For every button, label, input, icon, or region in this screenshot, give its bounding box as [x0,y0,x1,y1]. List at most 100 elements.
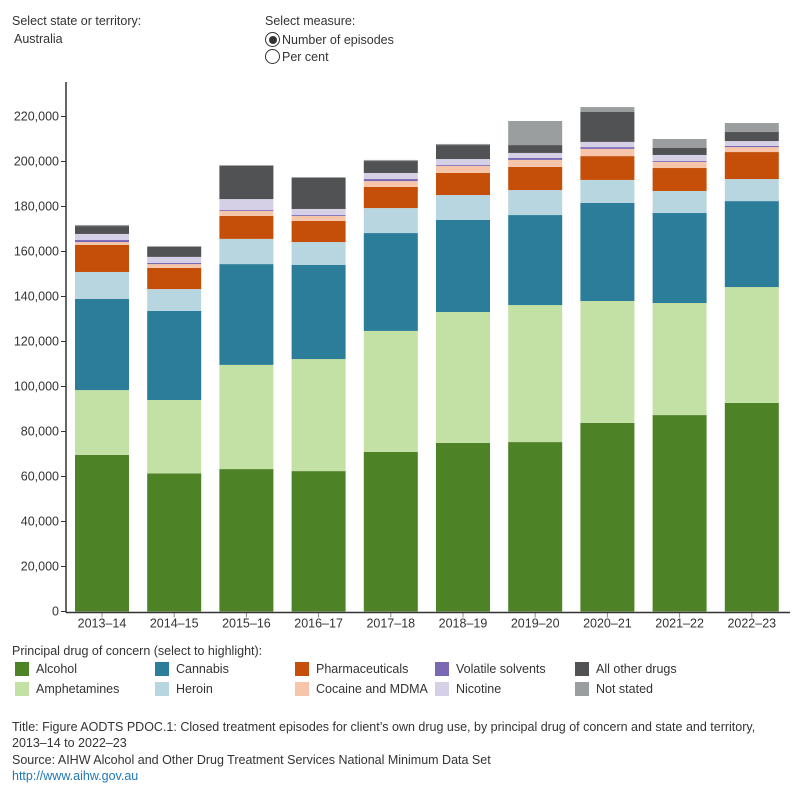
bar-segment-not-stated[interactable] [363,159,418,162]
bar-segment-alcohol[interactable] [147,473,202,612]
bar-segment-pharmaceuticals[interactable] [436,172,490,196]
bar-segment-cocaine-and-mdma[interactable] [436,166,490,173]
bar-segment-nicotine[interactable] [291,208,346,216]
bar-segment-all-other-drugs[interactable] [291,177,346,209]
bar-segment-amphetamines[interactable] [652,303,707,416]
bar-segment-alcohol[interactable] [75,454,129,612]
bar-segment-pharmaceuticals[interactable] [147,267,202,290]
bar-segment-cocaine-and-mdma[interactable] [291,215,346,221]
bar-segment-heroin[interactable] [147,289,202,311]
bar-segment-cannabis[interactable] [291,265,346,360]
source-link[interactable]: http://www.aihw.gov.au [12,769,138,783]
bar-segment-heroin[interactable] [219,238,274,265]
legend-item-cannabis[interactable]: Cannabis [155,661,229,677]
bar-segment-alcohol[interactable] [363,451,418,612]
bar-segment-heroin[interactable] [75,271,129,299]
bar-segment-not-stated[interactable] [436,143,490,146]
radio-selected-icon[interactable] [265,32,280,47]
bar-segment-all-other-drugs[interactable] [580,112,635,142]
bar-segment-volatile-solvents[interactable] [147,262,202,265]
bar-segment-cannabis[interactable] [580,202,635,301]
bar-segment-cannabis[interactable] [652,213,707,304]
legend-item-pharmaceuticals[interactable]: Pharmaceuticals [295,661,408,677]
bar-segment-heroin[interactable] [652,190,707,214]
bar-segment-volatile-solvents[interactable] [75,240,129,243]
bar-segment-amphetamines[interactable] [219,364,274,470]
bar-segment-nicotine[interactable] [363,172,418,180]
measure-option-number[interactable]: Number of episodes [265,31,394,48]
bar-segment-not-stated[interactable] [652,139,707,148]
radio-unselected-icon[interactable] [265,49,280,64]
source-link-anchor[interactable]: http://www.aihw.gov.au [12,769,139,783]
bar-segment-amphetamines[interactable] [363,330,418,452]
bar-segment-cannabis[interactable] [508,215,563,306]
bar-segment-all-other-drugs[interactable] [147,246,202,257]
bar-segment-not-stated[interactable] [219,165,274,166]
legend-item-cocaine-and-mdma[interactable]: Cocaine and MDMA [295,681,428,697]
bar-segment-volatile-solvents[interactable] [508,157,563,160]
bar-segment-cannabis[interactable] [363,233,418,331]
bar-segment-alcohol[interactable] [508,442,563,612]
bar-segment-amphetamines[interactable] [436,312,490,443]
bar-segment-cannabis[interactable] [75,298,129,391]
bar-segment-amphetamines[interactable] [75,390,129,455]
bar-segment-not-stated[interactable] [291,177,346,178]
bar-segment-nicotine[interactable] [508,152,563,158]
bar-segment-amphetamines[interactable] [724,287,779,403]
bar-segment-cocaine-and-mdma[interactable] [724,147,779,153]
bar-segment-alcohol[interactable] [291,471,346,612]
bar-segment-amphetamines[interactable] [291,359,346,472]
bar-segment-cocaine-and-mdma[interactable] [580,148,635,157]
bar-segment-cannabis[interactable] [436,220,490,313]
bar-segment-volatile-solvents[interactable] [291,215,346,216]
bar-segment-all-other-drugs[interactable] [75,226,129,234]
bar-segment-pharmaceuticals[interactable] [75,244,129,272]
bar-segment-volatile-solvents[interactable] [219,210,274,211]
bar-segment-alcohol[interactable] [580,422,635,612]
bar-segment-nicotine[interactable] [75,233,129,241]
bar-segment-volatile-solvents[interactable] [724,145,779,148]
legend-item-nicotine[interactable]: Nicotine [435,681,501,697]
bar-segment-pharmaceuticals[interactable] [219,215,274,239]
bar-segment-cocaine-and-mdma[interactable] [219,211,274,216]
bar-segment-nicotine[interactable] [724,141,779,146]
bar-segment-alcohol[interactable] [219,469,274,612]
legend-item-alcohol[interactable]: Alcohol [15,661,77,677]
bar-segment-not-stated[interactable] [147,246,202,247]
bar-segment-cannabis[interactable] [219,264,274,365]
bar-segment-not-stated[interactable] [75,224,129,227]
bar-segment-cannabis[interactable] [724,201,779,288]
bar-segment-cocaine-and-mdma[interactable] [363,181,418,187]
bar-segment-all-other-drugs[interactable] [363,161,418,173]
bar-segment-pharmaceuticals[interactable] [652,168,707,191]
bar-segment-all-other-drugs[interactable] [724,132,779,142]
bar-segment-alcohol[interactable] [724,402,779,612]
bar-segment-nicotine[interactable] [652,154,707,162]
bar-segment-heroin[interactable] [724,179,779,202]
legend-item-all-other-drugs[interactable]: All other drugs [575,661,677,677]
bar-segment-volatile-solvents[interactable] [580,147,635,149]
bar-segment-alcohol[interactable] [652,415,707,612]
bar-segment-pharmaceuticals[interactable] [508,166,563,191]
bar-segment-heroin[interactable] [508,190,563,216]
bar-segment-heroin[interactable] [291,242,346,265]
bar-segment-not-stated[interactable] [508,121,563,146]
legend-item-heroin[interactable]: Heroin [155,681,213,697]
bar-segment-nicotine[interactable] [147,256,202,263]
bar-segment-all-other-drugs[interactable] [219,166,274,200]
bar-segment-volatile-solvents[interactable] [652,161,707,162]
bar-segment-pharmaceuticals[interactable] [580,156,635,180]
state-select[interactable]: Australia [14,32,63,46]
bar-segment-pharmaceuticals[interactable] [724,152,779,180]
bar-segment-pharmaceuticals[interactable] [363,186,418,209]
bar-segment-heroin[interactable] [580,179,635,203]
bar-segment-alcohol[interactable] [436,442,490,612]
bar-segment-amphetamines[interactable] [508,305,563,443]
legend-item-volatile-solvents[interactable]: Volatile solvents [435,661,546,677]
bar-segment-cocaine-and-mdma[interactable] [652,161,707,169]
bar-segment-amphetamines[interactable] [147,400,202,474]
bar-segment-pharmaceuticals[interactable] [291,220,346,243]
bar-segment-amphetamines[interactable] [580,301,635,423]
bar-segment-heroin[interactable] [363,208,418,234]
bar-segment-nicotine[interactable] [219,199,274,211]
